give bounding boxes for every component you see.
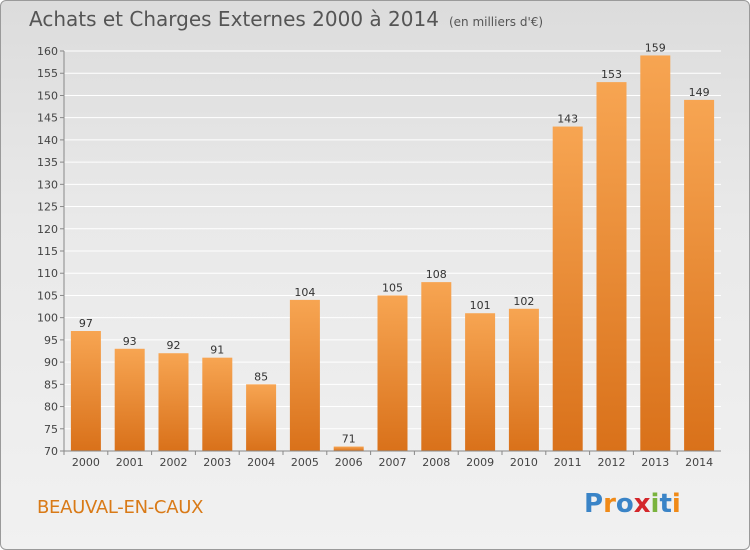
x-tick-label-2002: 2002 (160, 456, 188, 469)
y-tick-label: 150 (37, 89, 58, 102)
y-tick-label: 155 (37, 67, 58, 80)
y-tick-label: 110 (37, 267, 58, 280)
data-label-2001: 93 (123, 335, 137, 348)
y-tick-label: 140 (37, 134, 58, 147)
y-tick-label: 120 (37, 223, 58, 236)
bar-2011 (552, 126, 583, 452)
bar-2007 (377, 295, 408, 451)
bar-2004 (246, 384, 277, 451)
y-tick-label: 70 (44, 445, 58, 458)
x-tick-label-2003: 2003 (203, 456, 231, 469)
y-tick-label: 105 (37, 289, 58, 302)
data-label-2004: 85 (254, 370, 268, 383)
chart-title-block: Achats et Charges Externes 2000 à 2014 (e… (29, 7, 543, 31)
logo-letter: r (603, 489, 616, 519)
x-tick-label-2007: 2007 (379, 456, 407, 469)
x-tick-label-2008: 2008 (422, 456, 450, 469)
y-axis: 70 75 80 85 90 95 100 105 110 115 120 125 130 135 140 1… (37, 45, 65, 458)
data-label-2011: 143 (557, 113, 578, 126)
x-tick-label-2001: 2001 (116, 456, 144, 469)
x-tick-label-2012: 2012 (598, 456, 626, 469)
bar-2012 (596, 82, 627, 451)
bar-2002 (158, 353, 189, 451)
data-label-2002: 92 (167, 339, 181, 352)
data-label-2006: 71 (342, 433, 356, 446)
x-tick-label-2010: 2010 (510, 456, 538, 469)
x-tick-label-2011: 2011 (554, 456, 582, 469)
data-label-2000: 97 (79, 317, 93, 330)
logo-letter: o (615, 489, 634, 519)
y-tick-label: 95 (44, 334, 58, 347)
bar-2006 (333, 446, 364, 451)
bar-2005 (289, 299, 320, 451)
proxiti-logo: Proxiti (584, 489, 681, 519)
chart-title: Achats et Charges Externes 2000 à 2014 (29, 7, 439, 31)
y-tick-label: 130 (37, 178, 58, 191)
chart-unit: (en milliers d'€) (448, 15, 544, 29)
logo-letter: t (659, 489, 672, 519)
bar-2001 (114, 348, 145, 451)
x-tick-label-2009: 2009 (466, 456, 494, 469)
bar-2010 (508, 308, 539, 451)
bars: 97 93 92 91 85 104 71 105 108 101 102 143 153 159 149 (70, 41, 715, 452)
x-tick-label-2014: 2014 (685, 456, 713, 469)
logo-letter: i (650, 489, 660, 519)
y-tick-label: 75 (44, 423, 58, 436)
y-tick-label: 100 (37, 312, 58, 325)
bar-2003 (202, 357, 233, 451)
data-label-2003: 91 (210, 344, 224, 357)
x-tick-label-2013: 2013 (641, 456, 669, 469)
data-label-2008: 108 (426, 268, 447, 281)
bar-2008 (421, 282, 452, 451)
data-label-2013: 159 (645, 41, 666, 54)
data-label-2007: 105 (382, 281, 403, 294)
data-label-2005: 104 (294, 286, 315, 299)
logo-letter: i (671, 489, 681, 519)
x-tick-label-2006: 2006 (335, 456, 363, 469)
location-label: BEAUVAL-EN-CAUX (37, 497, 204, 518)
y-tick-label: 80 (44, 401, 58, 414)
data-label-2012: 153 (601, 68, 622, 81)
x-tick-label-2004: 2004 (247, 456, 275, 469)
data-label-2010: 102 (513, 295, 534, 308)
bar-2009 (465, 313, 496, 451)
y-tick-label: 90 (44, 356, 58, 369)
x-tick-label-2000: 2000 (72, 456, 100, 469)
x-axis: 2000 2001 2002 2003 2004 2005 2006 2007 2008 2009… (63, 450, 721, 469)
bar-2014 (684, 99, 715, 451)
y-tick-label: 85 (44, 378, 58, 391)
y-tick-label: 160 (37, 45, 58, 58)
data-label-2009: 101 (470, 299, 491, 312)
data-label-2014: 149 (689, 86, 710, 99)
y-tick-label: 145 (37, 112, 58, 125)
y-tick-label: 125 (37, 201, 58, 214)
bar-2000 (70, 331, 101, 451)
logo-letter: x (633, 489, 651, 519)
y-tick-label: 115 (37, 245, 58, 258)
x-tick-label-2005: 2005 (291, 456, 319, 469)
logo-letter: P (584, 489, 604, 519)
bar-2013 (640, 55, 671, 451)
y-tick-label: 135 (37, 156, 58, 169)
